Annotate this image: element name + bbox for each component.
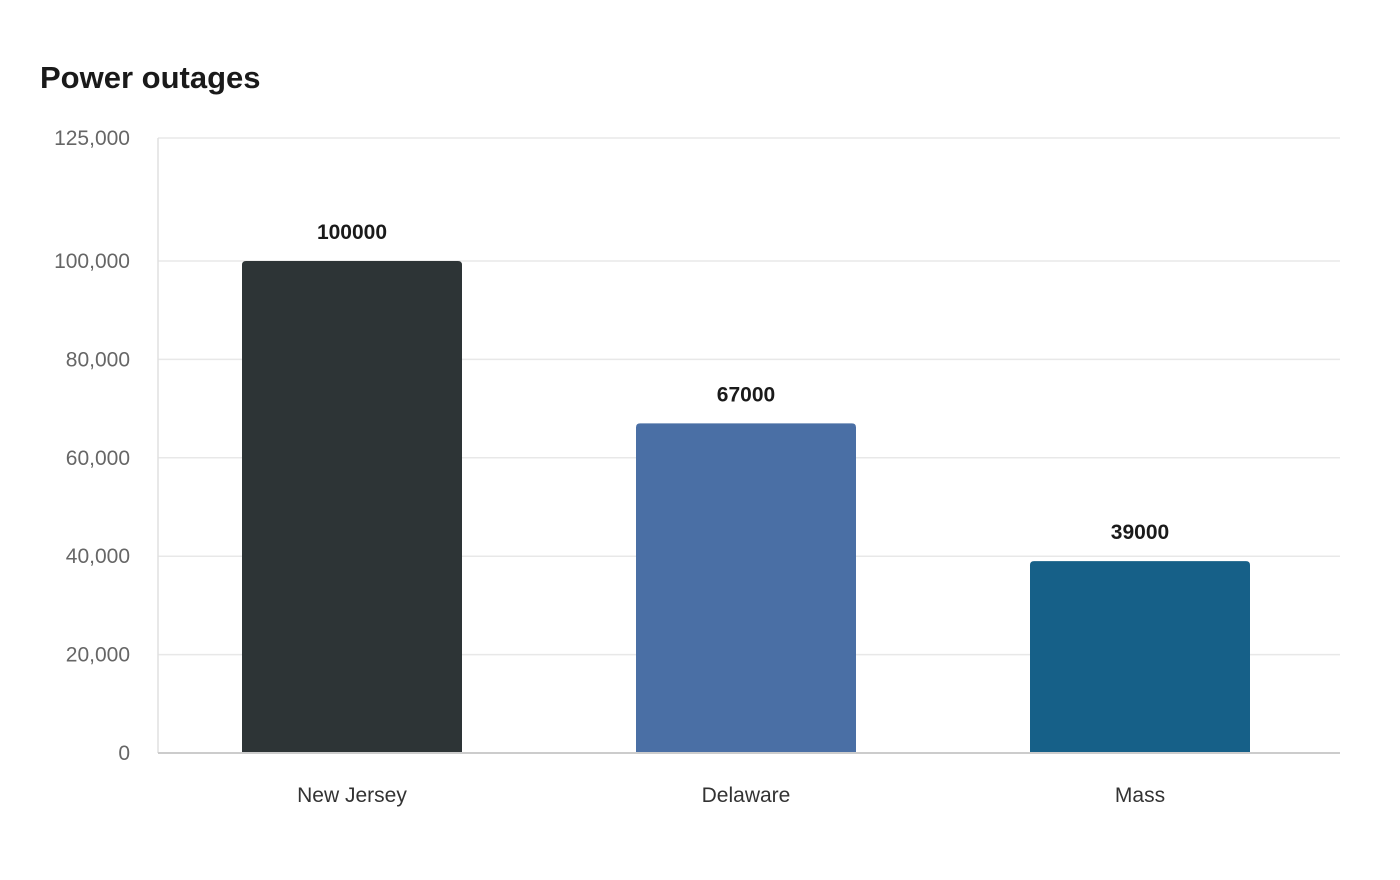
y-axis-ticks: 0 20,000 40,000 60,000 80,000 100,000 125,000 xyxy=(54,127,130,765)
data-label: 100000 xyxy=(317,221,387,244)
data-labels: 100000 67000 39000 xyxy=(317,221,1169,544)
chart-title: Power outages xyxy=(40,60,261,95)
x-tick-label: New Jersey xyxy=(297,784,407,807)
x-axis-labels: New Jersey Delaware Mass xyxy=(297,784,1165,807)
bar-delaware[interactable] xyxy=(636,423,856,753)
data-label: 67000 xyxy=(717,383,775,406)
y-tick-label: 20,000 xyxy=(66,644,130,667)
x-tick-label: Mass xyxy=(1115,784,1165,807)
bar-mass[interactable] xyxy=(1030,561,1250,753)
y-tick-label: 0 xyxy=(118,742,130,765)
bars xyxy=(242,261,1250,753)
data-label: 39000 xyxy=(1111,521,1169,544)
y-tick-label: 80,000 xyxy=(66,348,130,371)
y-tick-label: 60,000 xyxy=(66,447,130,470)
y-tick-label: 125,000 xyxy=(54,127,130,150)
x-tick-label: Delaware xyxy=(702,784,791,807)
y-tick-label: 100,000 xyxy=(54,250,130,273)
bar-new-jersey[interactable] xyxy=(242,261,462,753)
y-tick-label: 40,000 xyxy=(66,545,130,568)
